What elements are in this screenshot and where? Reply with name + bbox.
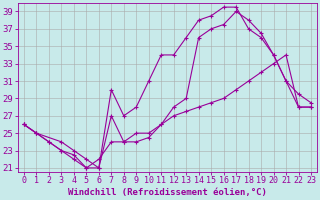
X-axis label: Windchill (Refroidissement éolien,°C): Windchill (Refroidissement éolien,°C) bbox=[68, 188, 267, 197]
